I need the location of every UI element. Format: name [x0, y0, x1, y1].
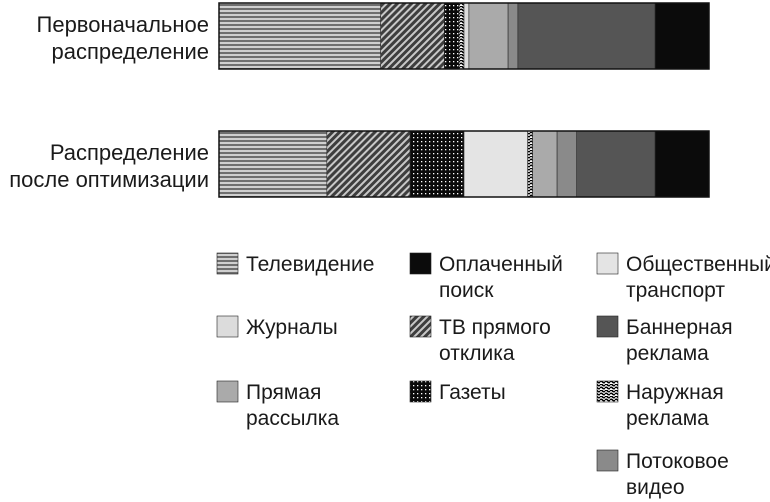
legend-label: поиск	[439, 279, 494, 302]
legend-label: Общественный	[626, 253, 770, 276]
legend-swatch	[216, 252, 239, 275]
legend-swatch	[216, 315, 239, 338]
legend-label: Журналы	[246, 316, 338, 339]
legend-swatch	[216, 380, 239, 403]
legend-label: рассылка	[246, 407, 339, 430]
bar-segment	[463, 130, 529, 198]
legend-swatch	[596, 252, 619, 275]
legend-swatch	[596, 449, 619, 472]
legend-label: видео	[626, 476, 685, 499]
legend-label: Оплаченный	[439, 253, 563, 276]
legend-label: Баннерная	[626, 316, 733, 339]
legend-label: реклама	[626, 407, 709, 430]
bar-segment	[444, 2, 460, 70]
legend-swatch	[409, 252, 432, 275]
bar-segment	[468, 2, 509, 70]
legend-label: Наружная	[626, 381, 724, 404]
bar-segment	[654, 2, 710, 70]
legend-label: Газеты	[439, 381, 506, 404]
legend-label: Телевидение	[246, 253, 374, 276]
category-label: Распределение	[50, 140, 209, 165]
bar-segment	[576, 130, 656, 198]
bar-outline	[218, 2, 710, 70]
legend-label: отклика	[439, 342, 515, 365]
legend-label: реклама	[626, 342, 709, 365]
legend-swatch	[409, 315, 432, 338]
legend-swatch	[409, 380, 432, 403]
bar-segment	[507, 2, 519, 70]
bar-outline	[218, 130, 710, 198]
bar-segment	[532, 130, 558, 198]
bar-segment	[527, 130, 533, 198]
bar-segment	[218, 2, 381, 70]
legend-label: ТВ прямого	[439, 316, 551, 339]
bar-segment	[463, 2, 470, 70]
bar-segment	[326, 130, 411, 198]
legend-label: Прямая	[246, 381, 321, 404]
bar-segment	[218, 130, 328, 198]
bar-segment	[517, 2, 656, 70]
legend-swatch	[596, 315, 619, 338]
bar-segment	[556, 130, 577, 198]
legend-label: транспорт	[626, 279, 725, 302]
bar-segment	[654, 130, 710, 198]
category-label: Первоначальное	[37, 12, 209, 37]
category-label: после оптимизации	[9, 167, 209, 192]
bar-segment	[409, 130, 465, 198]
legend-label: Потоковое	[626, 450, 729, 473]
bar-segment	[458, 2, 465, 70]
category-label: распределение	[52, 39, 209, 64]
legend-swatch	[596, 380, 619, 403]
bar-segment	[380, 2, 445, 70]
